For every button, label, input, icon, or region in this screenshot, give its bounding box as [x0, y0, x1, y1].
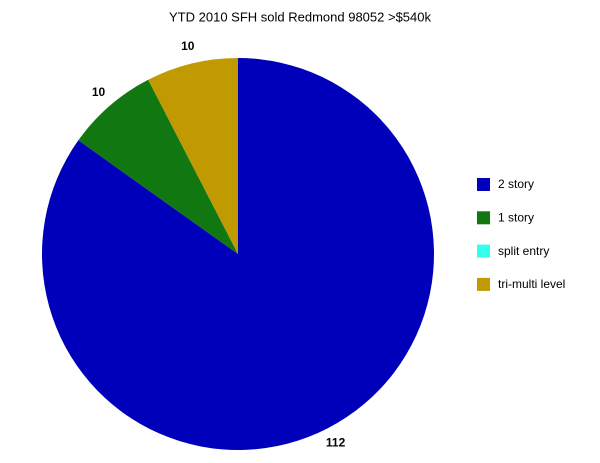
legend-label: 1 story — [498, 210, 534, 224]
chart-title: YTD 2010 SFH sold Redmond 98052 >$540k — [169, 9, 431, 24]
legend-label: 2 story — [498, 177, 534, 191]
legend-swatch — [477, 211, 490, 225]
data-label: 10 — [181, 39, 195, 53]
data-label: 10 — [92, 85, 106, 99]
data-label: 112 — [326, 435, 346, 449]
pie-slice — [148, 58, 238, 254]
legend-swatch — [477, 244, 490, 258]
legend-swatch — [477, 277, 490, 291]
legend-swatch — [477, 178, 490, 191]
legend-label: tri-multi level — [498, 277, 565, 291]
pie-slice — [78, 79, 239, 254]
legend-label: split entry — [498, 244, 549, 258]
